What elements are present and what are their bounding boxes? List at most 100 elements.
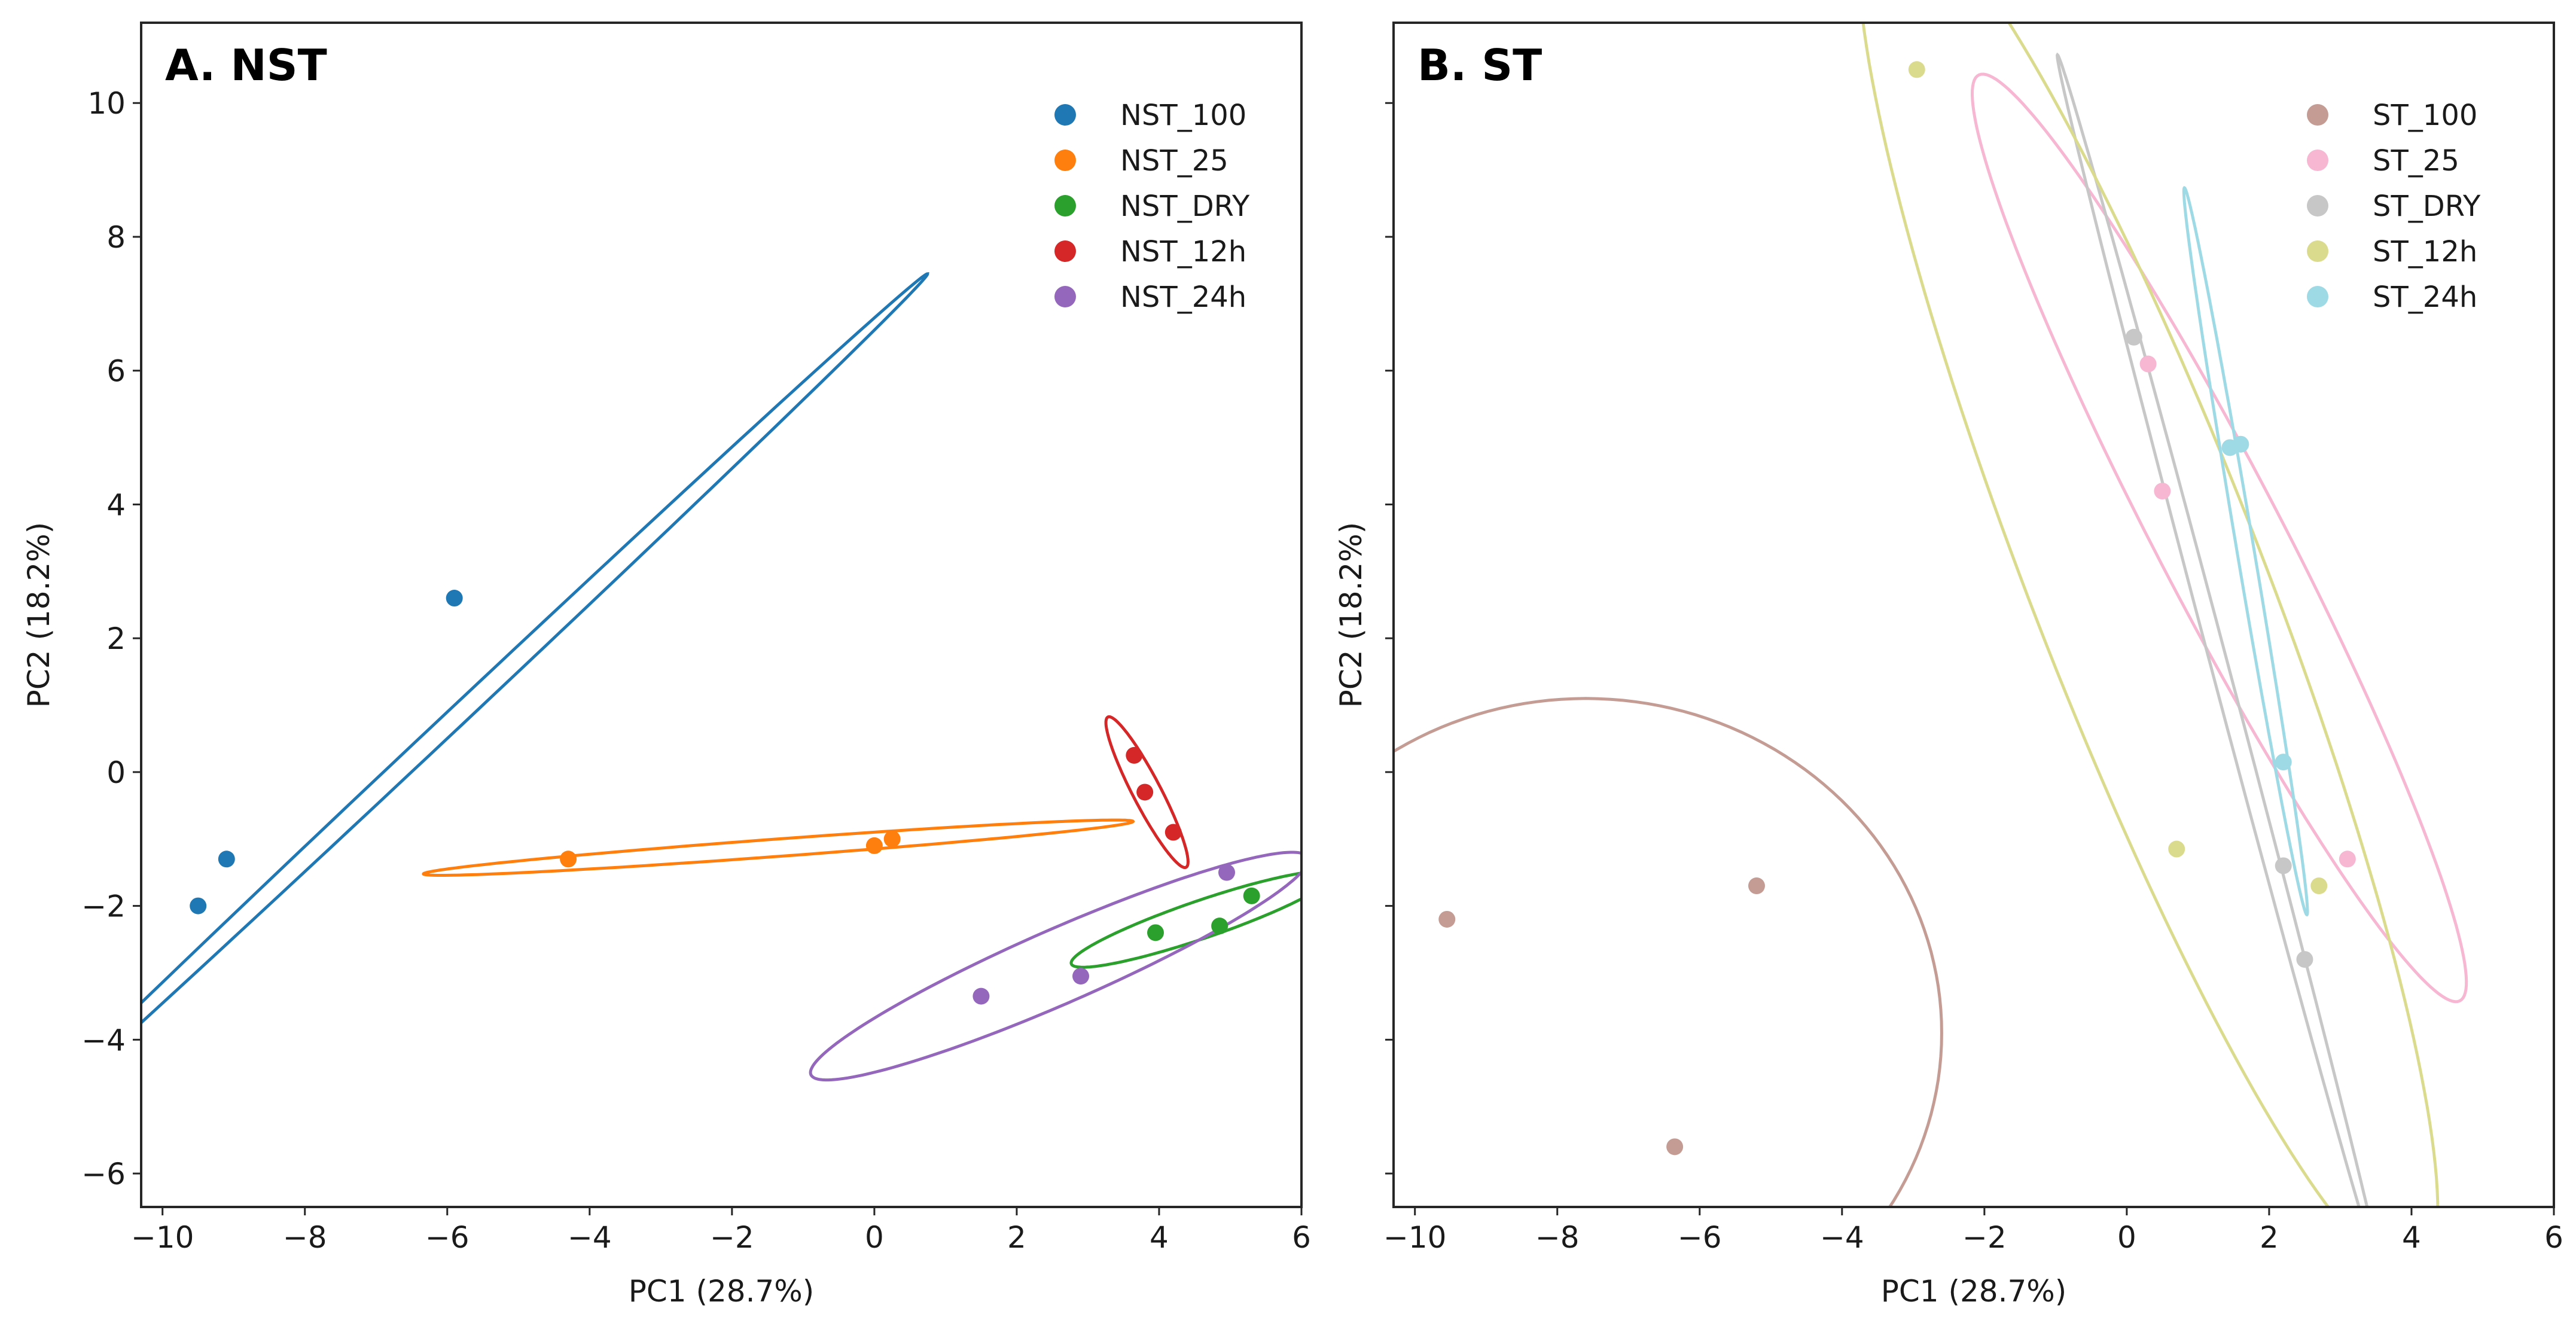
panel-st-xlabel: PC1 (28.7%) — [1881, 1274, 2067, 1309]
panel-nst-xlabel: PC1 (28.7%) — [629, 1274, 815, 1309]
point-st-100 — [1666, 1138, 1684, 1156]
panel-nst-ylabel: PC2 (18.2%) — [22, 522, 56, 708]
point-nst-dry — [1243, 887, 1260, 904]
point-nst-25 — [865, 837, 883, 854]
point-st-25 — [2339, 851, 2356, 868]
point-nst-24h — [1218, 864, 1236, 881]
panel-nst-ticks: −10 −8 −6 −4 −2 0 2 4 6 −6 −4 −2 0 2 4 6 8 10 — [81, 86, 1311, 1255]
nst-xtick-label: −10 — [131, 1220, 194, 1255]
point-nst-12h — [1136, 784, 1154, 801]
ellipse-nst-dry — [1069, 871, 1301, 969]
st-xtick-label: −10 — [1383, 1220, 1447, 1255]
legend-label-st-24h: ST_24h — [2373, 281, 2477, 314]
nst-ytick-label: −4 — [81, 1023, 126, 1057]
panel-st-legend: ST_100 ST_25 ST_DRY ST_12h ST_24h — [2307, 99, 2481, 314]
panel-st-ylabel: PC2 (18.2%) — [1334, 522, 1368, 708]
panel-st: −10 −8 −6 −4 −2 0 2 4 6 B. ST PC1 (28.7%) PC2 (1… — [1334, 22, 2563, 1309]
ellipse-nst-25 — [422, 818, 1135, 877]
panel-st-title: B. ST — [1417, 40, 1542, 90]
point-st-12h — [2310, 877, 2328, 895]
panel-st-ellipses — [1394, 23, 2468, 1207]
legend-label-nst-12h: NST_12h — [1120, 235, 1246, 269]
st-xtick-label: −2 — [1962, 1220, 2007, 1255]
point-st-100 — [1748, 877, 1765, 895]
legend-label-st-12h: ST_12h — [2373, 235, 2477, 269]
legend-label-nst-25: NST_25 — [1120, 144, 1228, 178]
st-xtick-label: −8 — [1535, 1220, 1580, 1255]
legend-marker-nst-100 — [1054, 104, 1076, 126]
point-st-dry — [2296, 951, 2313, 968]
legend-marker-st-100 — [2307, 104, 2328, 126]
panel-nst-frame — [140, 22, 1303, 1208]
point-st-25 — [2139, 355, 2157, 373]
nst-ytick-label: 10 — [87, 86, 126, 121]
legend-marker-nst-25 — [1054, 150, 1076, 171]
point-nst-100 — [446, 590, 463, 607]
nst-xtick-label: 6 — [1292, 1220, 1311, 1255]
panel-nst-points — [190, 590, 1260, 1005]
ellipse-nst-12h — [1104, 715, 1190, 869]
nst-xtick-label: −2 — [710, 1220, 754, 1255]
point-st-24h — [2232, 435, 2249, 453]
ellipse-st-12h — [1861, 23, 2440, 1207]
panel-nst-title: A. NST — [165, 40, 327, 90]
nst-xtick-label: −8 — [283, 1220, 327, 1255]
point-nst-24h — [973, 987, 990, 1005]
point-nst-dry — [1211, 917, 1228, 935]
point-nst-100 — [190, 897, 207, 915]
point-nst-25 — [560, 851, 577, 868]
st-xtick-label: 0 — [2117, 1220, 2136, 1255]
point-st-25 — [2154, 483, 2171, 500]
st-xtick-label: −4 — [1820, 1220, 1864, 1255]
legend-marker-st-25 — [2307, 150, 2328, 171]
nst-ytick-label: 2 — [106, 621, 126, 656]
legend-marker-nst-24h — [1054, 286, 1076, 307]
legend-marker-st-12h — [2307, 240, 2328, 262]
panel-st-ticks: −10 −8 −6 −4 −2 0 2 4 6 — [1383, 102, 2563, 1255]
legend-marker-nst-dry — [1054, 195, 1076, 217]
panel-nst-ellipses — [141, 272, 1301, 1082]
legend-label-nst-24h: NST_24h — [1120, 281, 1246, 314]
legend-label-st-25: ST_25 — [2373, 144, 2459, 178]
point-nst-12h — [1164, 824, 1182, 841]
point-nst-100 — [218, 851, 235, 868]
ellipse-st-dry — [2056, 52, 2369, 1207]
ellipse-st-100 — [1394, 697, 1943, 1207]
nst-ytick-label: 8 — [106, 220, 126, 255]
nst-xtick-label: 2 — [1007, 1220, 1026, 1255]
nst-ytick-label: −6 — [81, 1157, 126, 1191]
ellipse-nst-100 — [141, 272, 929, 1025]
point-st-dry — [2125, 328, 2142, 346]
ellipse-st-24h — [2182, 185, 2309, 917]
point-st-12h — [1908, 61, 1925, 78]
point-st-dry — [2275, 857, 2292, 874]
legend-marker-st-dry — [2307, 195, 2328, 217]
point-st-12h — [2168, 840, 2185, 858]
nst-xtick-label: 4 — [1150, 1220, 1169, 1255]
nst-xtick-label: −6 — [425, 1220, 470, 1255]
legend-label-nst-dry: NST_DRY — [1120, 190, 1250, 223]
ellipse-nst-24h — [809, 851, 1301, 1082]
panel-st-points — [1438, 61, 2356, 1156]
nst-xtick-label: −4 — [568, 1220, 612, 1255]
st-xtick-label: 2 — [2260, 1220, 2279, 1255]
legend-label-st-dry: ST_DRY — [2373, 190, 2481, 223]
legend-marker-st-24h — [2307, 286, 2328, 307]
nst-ytick-label: 4 — [106, 487, 126, 522]
panel-nst-legend: NST_100 NST_25 NST_DRY NST_12h NST_24h — [1054, 99, 1250, 314]
ellipse-st-25 — [1970, 72, 2468, 1004]
nst-ytick-label: 0 — [106, 755, 126, 790]
nst-ytick-label: 6 — [106, 354, 126, 389]
point-st-24h — [2275, 754, 2292, 771]
nst-ytick-label: −2 — [81, 889, 126, 924]
st-xtick-label: 4 — [2402, 1220, 2421, 1255]
st-xtick-label: 6 — [2544, 1220, 2563, 1255]
panel-nst: −10 −8 −6 −4 −2 0 2 4 6 −6 −4 −2 0 2 4 6 8 10 A. NST PC1 … — [22, 22, 1311, 1309]
legend-label-st-100: ST_100 — [2373, 99, 2477, 132]
point-nst-dry — [1147, 924, 1164, 941]
panel-st-frame — [1392, 22, 2555, 1208]
nst-xtick-label: 0 — [865, 1220, 884, 1255]
legend-label-nst-100: NST_100 — [1120, 99, 1246, 132]
point-nst-24h — [1072, 968, 1090, 985]
